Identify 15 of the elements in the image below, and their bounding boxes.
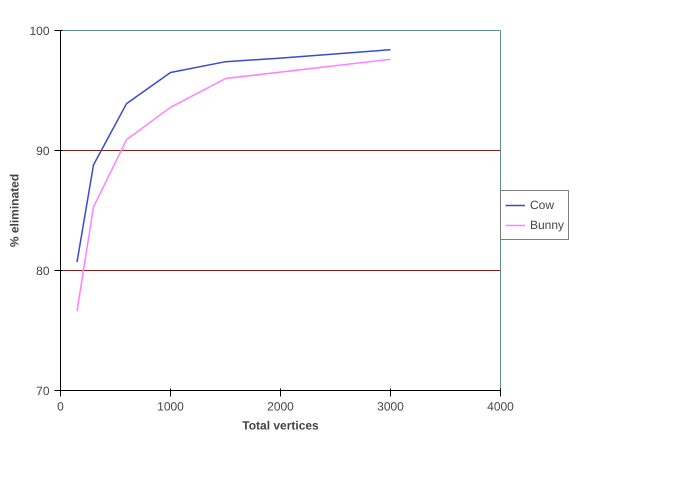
legend-label: Bunny	[530, 218, 564, 232]
x-tick-label: 0	[57, 400, 64, 414]
y-tick-label: 80	[36, 264, 50, 278]
legend-label: Cow	[530, 198, 554, 212]
y-tick-label: 100	[29, 24, 50, 38]
x-tick-label: 4000	[487, 400, 514, 414]
y-tick-label: 70	[36, 384, 50, 398]
x-tick-label: 3000	[377, 400, 404, 414]
y-axis-title: % eliminated	[7, 174, 22, 248]
x-axis-title: Total vertices	[242, 418, 320, 432]
line-series	[76, 58, 392, 312]
x-tick-label: 2000	[267, 400, 294, 414]
x-tick-label: 1000	[157, 400, 184, 414]
y-tick-label: 90	[36, 144, 50, 158]
line-series	[76, 48, 392, 263]
